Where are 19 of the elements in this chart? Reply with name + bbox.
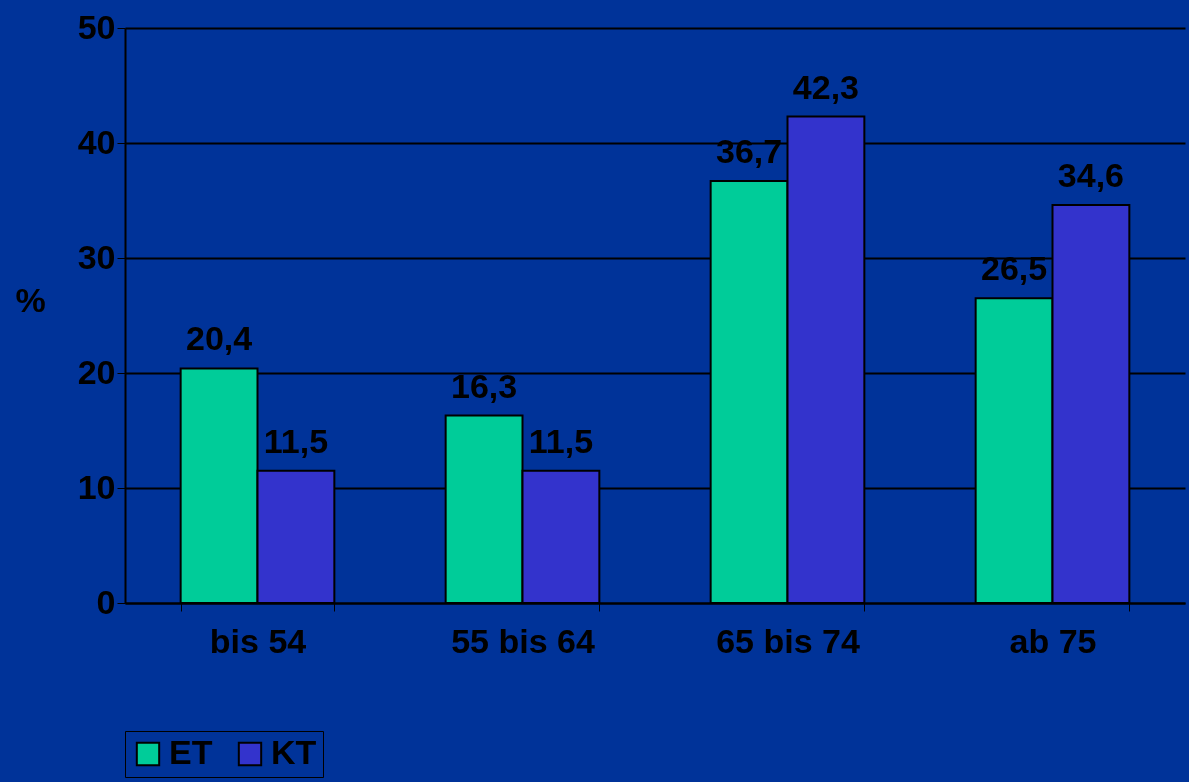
data-label: 11,5 bbox=[263, 421, 329, 460]
y-tick-label: 50 bbox=[77, 7, 116, 46]
y-tick-label: 10 bbox=[77, 467, 116, 506]
legend-label: KT bbox=[271, 733, 317, 771]
data-label: 11,5 bbox=[528, 421, 594, 460]
legend-label: ET bbox=[169, 733, 213, 771]
x-tick-label: 65 bis 74 bbox=[716, 621, 860, 660]
data-label: 42,3 bbox=[792, 67, 860, 106]
y-tick-label: 0 bbox=[96, 582, 116, 621]
x-tick-label: bis 54 bbox=[209, 621, 307, 660]
data-label: 16,3 bbox=[450, 366, 518, 405]
data-label: 34,6 bbox=[1057, 156, 1125, 195]
data-label: 20,4 bbox=[185, 319, 253, 358]
y-tick-label: 40 bbox=[77, 122, 116, 161]
x-tick-label: 55 bis 64 bbox=[451, 621, 595, 660]
y-tick-label: 30 bbox=[77, 237, 116, 276]
y-tick-label: 20 bbox=[77, 352, 116, 391]
x-tick-label: ab 75 bbox=[1009, 621, 1097, 660]
y-axis-title: % bbox=[15, 280, 46, 319]
